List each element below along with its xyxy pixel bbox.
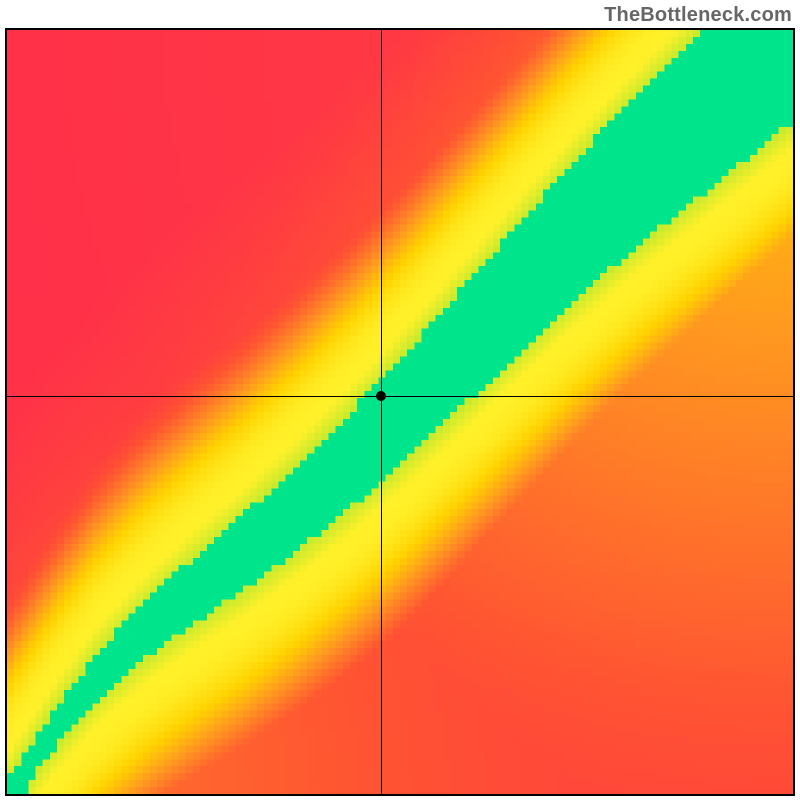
heatmap-canvas <box>7 30 793 794</box>
attribution-text: TheBottleneck.com <box>604 4 792 27</box>
root-container: TheBottleneck.com <box>0 0 800 800</box>
crosshair-vertical <box>381 30 382 794</box>
chart-frame <box>5 28 795 796</box>
crosshair-horizontal <box>7 396 793 397</box>
